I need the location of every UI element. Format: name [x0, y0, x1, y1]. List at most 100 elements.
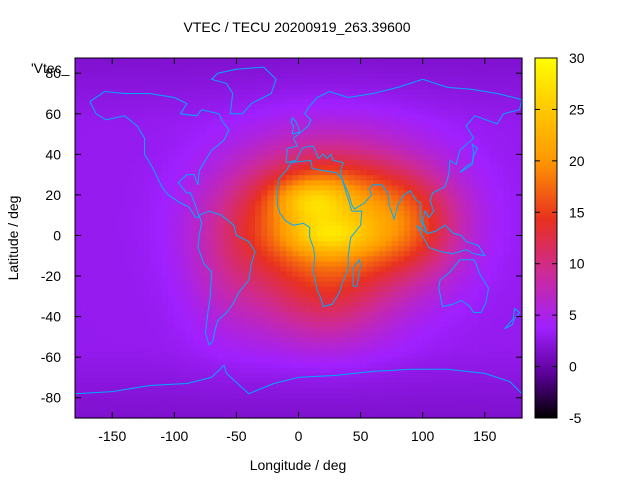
heatmap-cell	[304, 78, 312, 84]
heatmap-cell	[348, 78, 355, 84]
heatmap-cell	[75, 73, 82, 79]
heatmap-cell	[248, 321, 256, 328]
heatmap-cell	[168, 179, 175, 186]
heatmap-cell	[224, 144, 231, 150]
heatmap-cell	[255, 194, 262, 201]
heatmap-cell	[192, 407, 200, 414]
heatmap-cell	[186, 331, 194, 338]
heatmap-cell	[180, 326, 188, 333]
heatmap-cell	[428, 199, 436, 206]
heatmap-cell	[503, 291, 511, 297]
heatmap-cell	[447, 184, 455, 191]
heatmap-cell	[143, 144, 151, 150]
heatmap-cell	[391, 225, 399, 231]
heatmap-cell	[360, 387, 368, 394]
heatmap-cell	[137, 331, 144, 338]
heatmap-cell	[99, 402, 107, 409]
heatmap-cell	[497, 306, 504, 313]
heatmap-cell	[497, 367, 504, 373]
heatmap-cell	[255, 265, 262, 272]
heatmap-cell	[373, 392, 380, 399]
heatmap-cell	[199, 98, 206, 105]
heatmap-cell	[416, 134, 424, 140]
heatmap-cell	[354, 291, 362, 297]
heatmap-cell	[93, 362, 101, 368]
heatmap-cell	[75, 286, 82, 292]
heatmap-cell	[410, 397, 418, 404]
heatmap-cell	[273, 392, 281, 399]
heatmap-cell	[192, 230, 200, 237]
heatmap-cell	[379, 225, 387, 231]
heatmap-cell	[292, 265, 300, 272]
heatmap-cell	[335, 169, 343, 176]
heatmap-cell	[379, 144, 387, 150]
heatmap-cell	[261, 184, 269, 191]
heatmap-cell	[286, 357, 293, 363]
heatmap-cell	[211, 199, 219, 206]
heatmap-cell	[267, 255, 275, 262]
heatmap-cell	[428, 88, 436, 95]
heatmap-cell	[186, 321, 194, 328]
heatmap-cell	[81, 321, 89, 328]
heatmap-cell	[366, 199, 374, 206]
heatmap-cell	[348, 265, 355, 272]
heatmap-cell	[93, 352, 101, 358]
heatmap-cell	[99, 240, 107, 247]
heatmap-cell	[186, 412, 194, 419]
heatmap-cell	[124, 357, 132, 363]
heatmap-cell	[267, 169, 275, 176]
heatmap-cell	[174, 296, 182, 302]
heatmap-cell	[261, 139, 269, 145]
heatmap-cell	[441, 134, 449, 140]
heatmap-cell	[273, 215, 281, 221]
heatmap-cell	[373, 387, 380, 394]
heatmap-cell	[447, 240, 455, 247]
heatmap-cell	[515, 321, 523, 328]
heatmap-cell	[205, 210, 213, 216]
heatmap-cell	[186, 377, 194, 384]
heatmap-cell	[354, 331, 362, 338]
heatmap-cell	[149, 341, 157, 348]
heatmap-cell	[75, 169, 82, 176]
heatmap-cell	[106, 402, 113, 409]
heatmap-cell	[211, 128, 219, 135]
heatmap-cell	[323, 402, 331, 409]
heatmap-cell	[186, 220, 194, 226]
heatmap-cell	[130, 291, 138, 297]
heatmap-cell	[224, 205, 231, 211]
heatmap-cell	[441, 199, 449, 206]
heatmap-cell	[354, 265, 362, 272]
heatmap-cell	[168, 68, 175, 74]
heatmap-cell	[298, 194, 306, 201]
heatmap-cell	[292, 235, 300, 242]
heatmap-cell	[124, 73, 132, 79]
heatmap-cell	[236, 286, 244, 292]
heatmap-cell	[373, 88, 380, 95]
heatmap-cell	[149, 68, 157, 74]
heatmap-cell	[205, 184, 213, 191]
heatmap-cell	[397, 149, 405, 155]
heatmap-cell	[286, 235, 293, 242]
heatmap-cell	[366, 321, 374, 328]
heatmap-cell	[217, 255, 225, 262]
heatmap-cell	[484, 326, 492, 333]
heatmap-cell	[416, 245, 424, 252]
heatmap-cell	[168, 382, 175, 389]
heatmap-cell	[490, 215, 498, 221]
heatmap-cell	[168, 245, 175, 252]
heatmap-cell	[441, 260, 449, 267]
heatmap-cell	[497, 205, 504, 211]
heatmap-cell	[93, 159, 101, 166]
heatmap-cell	[279, 144, 287, 150]
heatmap-cell	[354, 98, 362, 105]
heatmap-cell	[323, 412, 331, 419]
heatmap-cell	[304, 134, 312, 140]
heatmap-cell	[466, 336, 473, 343]
heatmap-cell	[224, 412, 231, 419]
heatmap-cell	[341, 372, 349, 379]
heatmap-cell	[317, 377, 324, 384]
heatmap-cell	[292, 215, 300, 221]
heatmap-cell	[242, 159, 250, 166]
heatmap-cell	[211, 139, 219, 145]
heatmap-cell	[211, 123, 219, 130]
